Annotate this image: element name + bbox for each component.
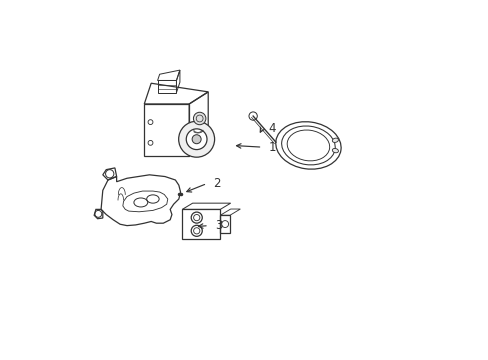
Text: 4: 4 bbox=[268, 122, 276, 135]
Text: 3: 3 bbox=[215, 219, 222, 232]
Circle shape bbox=[178, 121, 214, 157]
Circle shape bbox=[192, 135, 201, 144]
Ellipse shape bbox=[332, 138, 338, 143]
Ellipse shape bbox=[332, 148, 338, 153]
Circle shape bbox=[193, 112, 205, 125]
Text: 1: 1 bbox=[268, 141, 276, 154]
Circle shape bbox=[186, 129, 206, 150]
Text: 2: 2 bbox=[213, 177, 221, 190]
